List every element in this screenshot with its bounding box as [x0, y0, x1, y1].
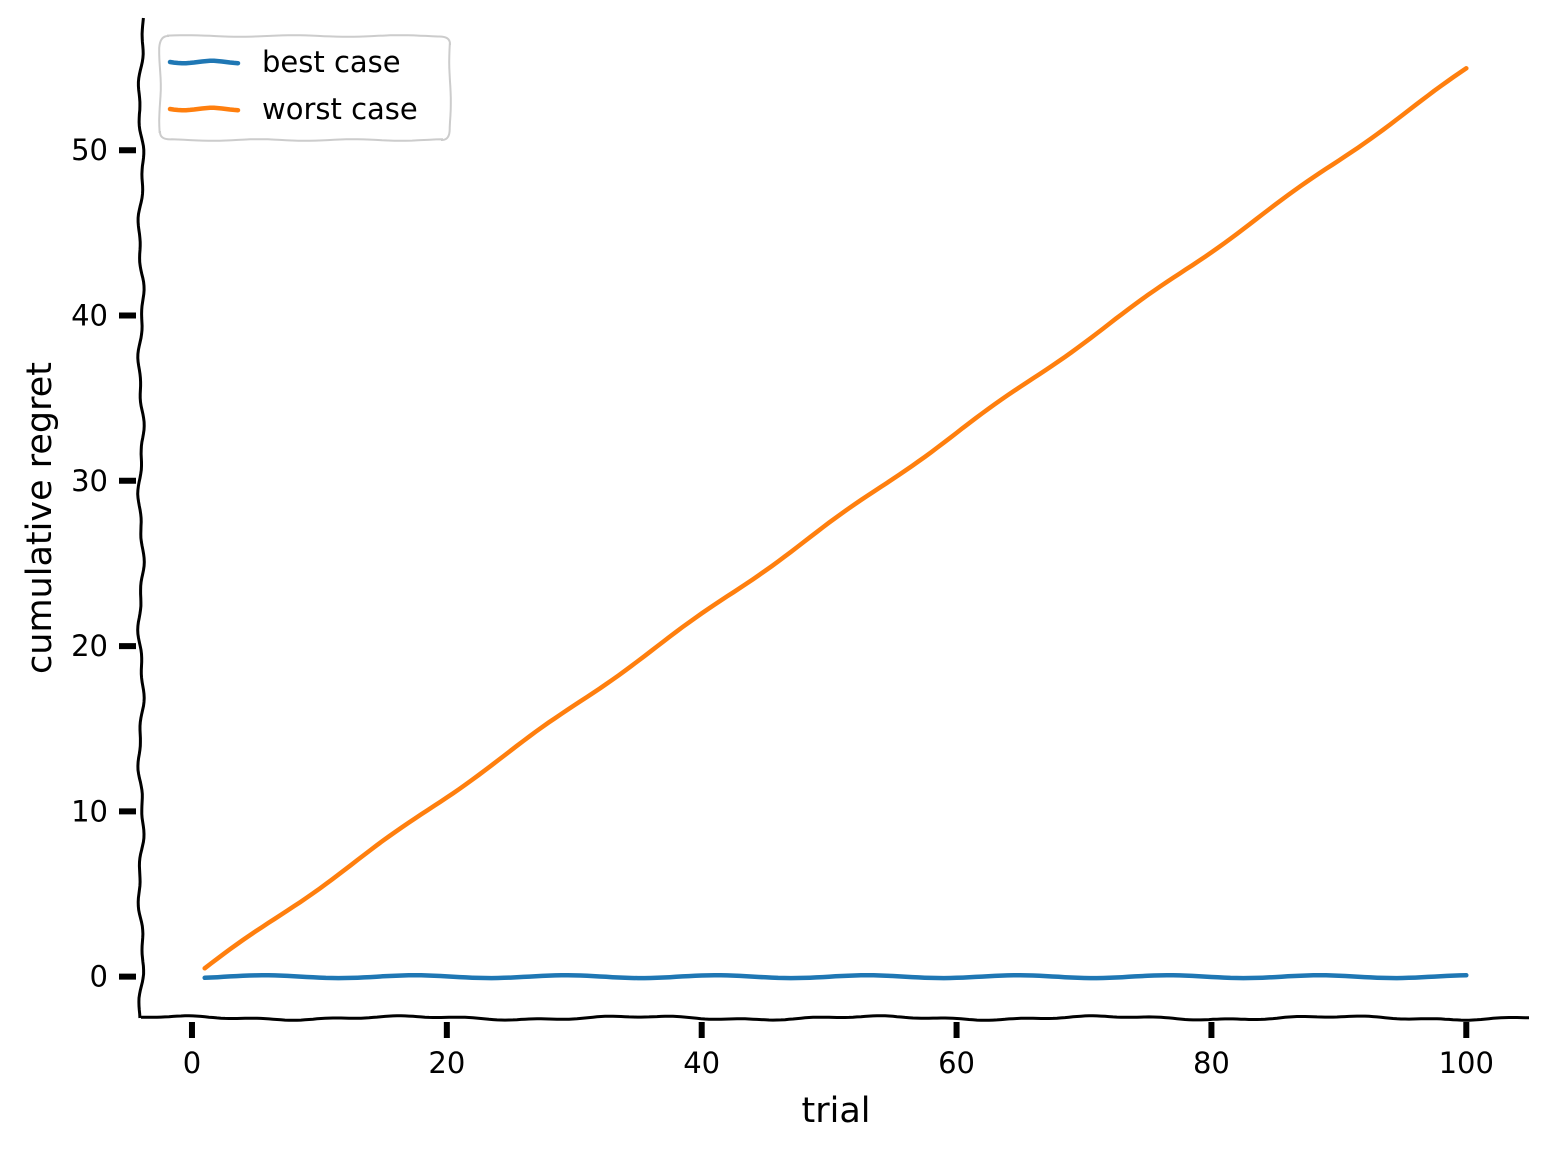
- x-tick-label: 100: [1439, 1046, 1494, 1080]
- x-axis-line: [140, 1014, 1529, 1022]
- x-axis-label: trial: [801, 1091, 870, 1131]
- x-tick-label: 0: [183, 1046, 201, 1080]
- legend-items: best case worst case: [167, 45, 418, 126]
- y-tick-label: 10: [71, 794, 108, 828]
- x-tick-label: 80: [1193, 1046, 1230, 1080]
- x-ticks: 0 20 40 60 80 100: [183, 1022, 1494, 1080]
- x-tick-label: 60: [938, 1046, 975, 1080]
- series-line: [202, 973, 1469, 981]
- legend: best case worst case: [158, 34, 452, 142]
- legend-swatch: [167, 58, 241, 66]
- y-tick-label: 20: [71, 629, 108, 663]
- series-line: [202, 66, 1469, 971]
- legend-label: worst case: [262, 92, 418, 126]
- x-tick-label: 20: [428, 1046, 465, 1080]
- x-tick-label: 40: [683, 1046, 720, 1080]
- y-axis-line: [136, 17, 146, 1019]
- y-tick-label: 50: [71, 133, 108, 167]
- y-tick-label: 30: [71, 464, 108, 498]
- y-ticks: 0 10 20 30 40 50: [71, 133, 136, 994]
- y-tick-label: 40: [71, 299, 108, 333]
- y-tick-label: 0: [90, 960, 108, 994]
- legend-swatch: [167, 105, 241, 113]
- legend-label: best case: [262, 45, 401, 79]
- y-axis-label: cumulative regret: [20, 362, 60, 674]
- plot-lines: [202, 66, 1469, 981]
- axes: 0 20 40 60 80 100 0 10 20 30 40 50: [71, 17, 1529, 1080]
